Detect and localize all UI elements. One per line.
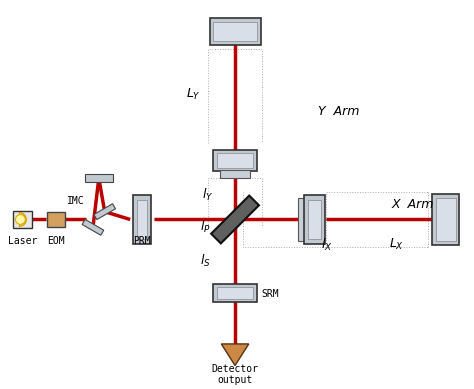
Text: $L_X$: $L_X$	[389, 237, 404, 252]
Polygon shape	[82, 219, 104, 235]
Bar	[47, 212, 64, 227]
Polygon shape	[94, 204, 116, 219]
Bar	[218, 153, 253, 168]
Bar	[218, 287, 253, 299]
Bar	[137, 200, 147, 239]
Text: IMC: IMC	[66, 196, 84, 206]
Text: $l_P$: $l_P$	[200, 219, 210, 235]
Text: SRM: SRM	[262, 289, 279, 299]
Polygon shape	[221, 344, 249, 366]
Text: Y  Arm: Y Arm	[319, 105, 360, 118]
Text: $L_Y$: $L_Y$	[186, 86, 201, 102]
Text: Laser: Laser	[8, 236, 37, 246]
Text: $l_X$: $l_X$	[321, 237, 333, 253]
Bar	[304, 195, 325, 244]
Bar	[432, 194, 459, 245]
Bar	[213, 284, 256, 302]
Bar	[298, 198, 308, 241]
Bar	[213, 21, 256, 41]
Bar	[13, 211, 32, 228]
Bar	[220, 170, 250, 178]
Bar	[213, 150, 256, 172]
Text: Detector
output: Detector output	[211, 364, 258, 385]
Bar	[210, 18, 261, 45]
Wedge shape	[19, 213, 26, 226]
Bar	[308, 200, 321, 239]
Text: $l_S$: $l_S$	[200, 252, 210, 269]
Bar	[436, 198, 456, 241]
Bar	[85, 174, 112, 182]
Text: $l_Y$: $l_Y$	[202, 187, 213, 203]
Text: PRM: PRM	[133, 236, 151, 246]
Circle shape	[16, 215, 25, 224]
Bar	[133, 195, 151, 244]
Polygon shape	[211, 196, 259, 244]
Text: X  Arm: X Arm	[392, 198, 434, 211]
Text: EOM: EOM	[47, 236, 64, 246]
